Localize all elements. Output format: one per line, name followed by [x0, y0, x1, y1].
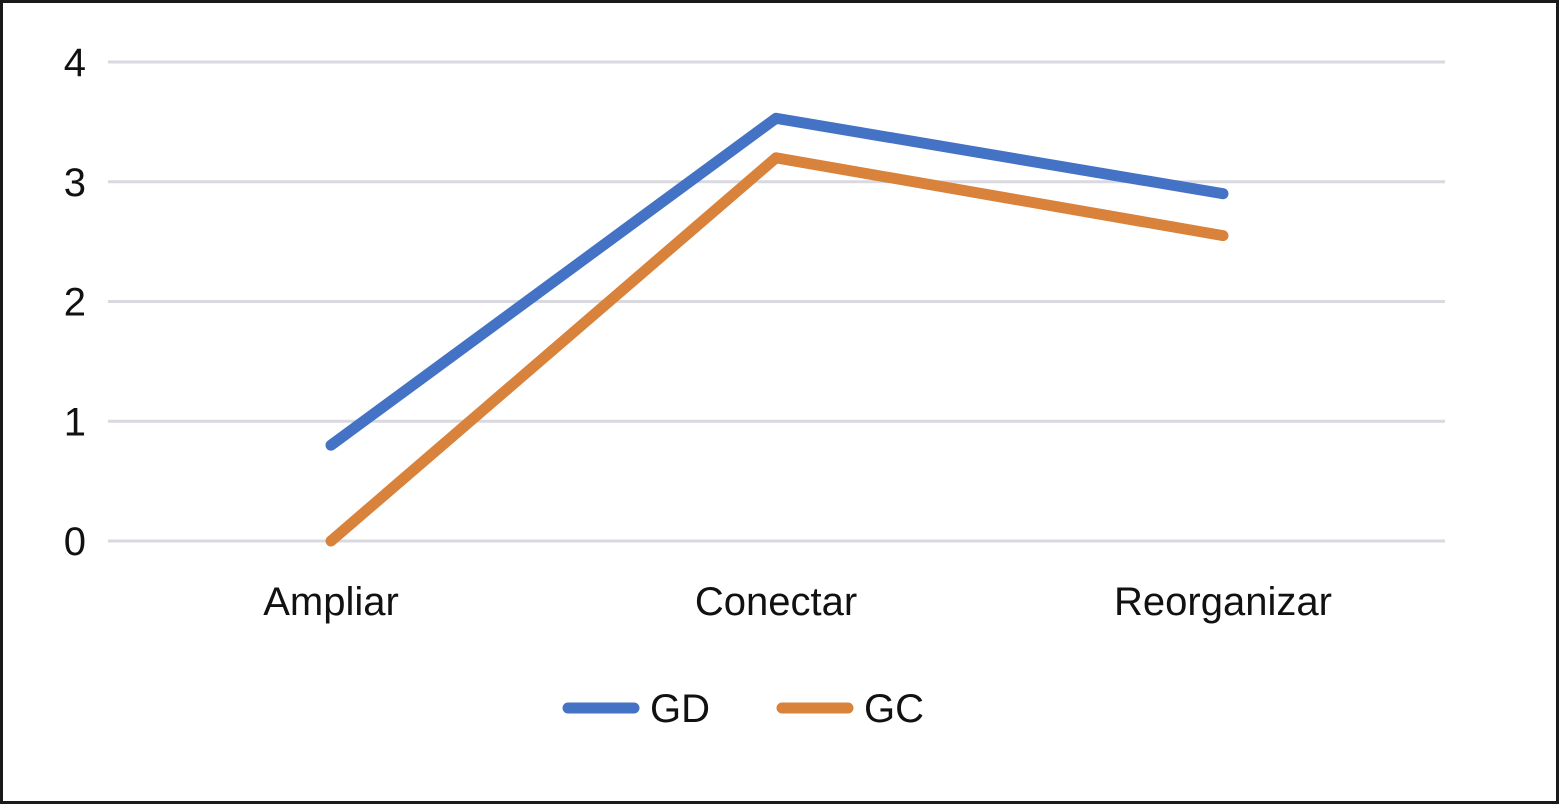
- series-line-gc: [325, 152, 1229, 547]
- x-tick-label: Conectar: [695, 580, 857, 624]
- y-tick-label: 4: [64, 41, 86, 85]
- x-tick-label: Reorganizar: [1114, 580, 1332, 624]
- y-tick-label: 1: [64, 400, 86, 444]
- x-tick-label: Ampliar: [263, 580, 399, 624]
- legend-label-gd: GD: [650, 687, 710, 731]
- y-axis-ticks: 0 1 2 3 4: [64, 41, 86, 564]
- y-tick-label: 0: [64, 520, 86, 564]
- gridlines: [108, 60, 1445, 543]
- legend: GD GC: [562, 687, 924, 731]
- series-line-gd: [325, 112, 1229, 451]
- x-axis-ticks: Ampliar Conectar Reorganizar: [263, 580, 1332, 624]
- y-tick-label: 3: [64, 161, 86, 205]
- legend-label-gc: GC: [864, 687, 924, 731]
- y-tick-label: 2: [64, 281, 86, 325]
- series-lines: [325, 112, 1229, 547]
